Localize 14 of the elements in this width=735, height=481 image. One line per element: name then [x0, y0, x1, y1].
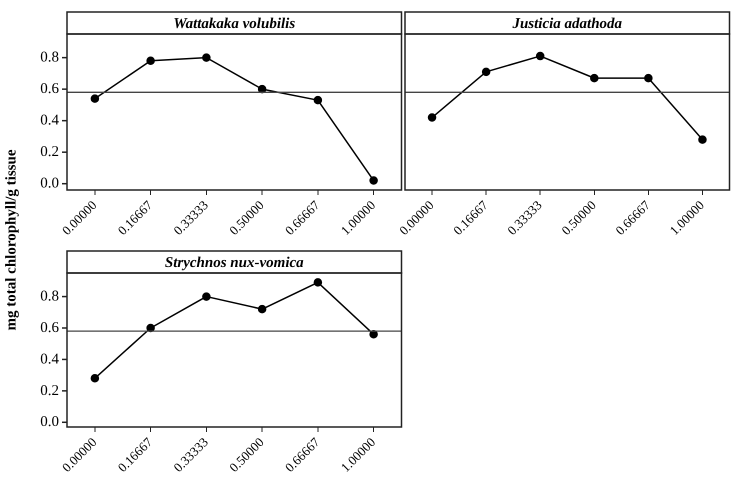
chart-title: Strychnos nux-vomica — [164, 254, 304, 271]
y-tick-label: 0.4 — [40, 112, 60, 129]
y-tick-label: 0.6 — [40, 320, 60, 336]
y-axis-title: mg total chlorophyll/g tissue — [4, 150, 20, 330]
y-tick-label: 0.2 — [40, 144, 59, 160]
y-tick-label: 0.0 — [40, 176, 59, 192]
y-tick-label: 0.4 — [40, 351, 60, 368]
y-tick-label: 0.2 — [40, 382, 59, 399]
y-tick-label: 0.8 — [40, 288, 59, 305]
y-tick-label: 0.0 — [40, 414, 59, 430]
y-tick-label: 0.8 — [40, 50, 59, 66]
y-tick-label: 0.6 — [40, 81, 60, 98]
chart-title: Justicia adathoda — [511, 16, 623, 32]
chart-title: Wattakaka volubilis — [173, 16, 296, 32]
